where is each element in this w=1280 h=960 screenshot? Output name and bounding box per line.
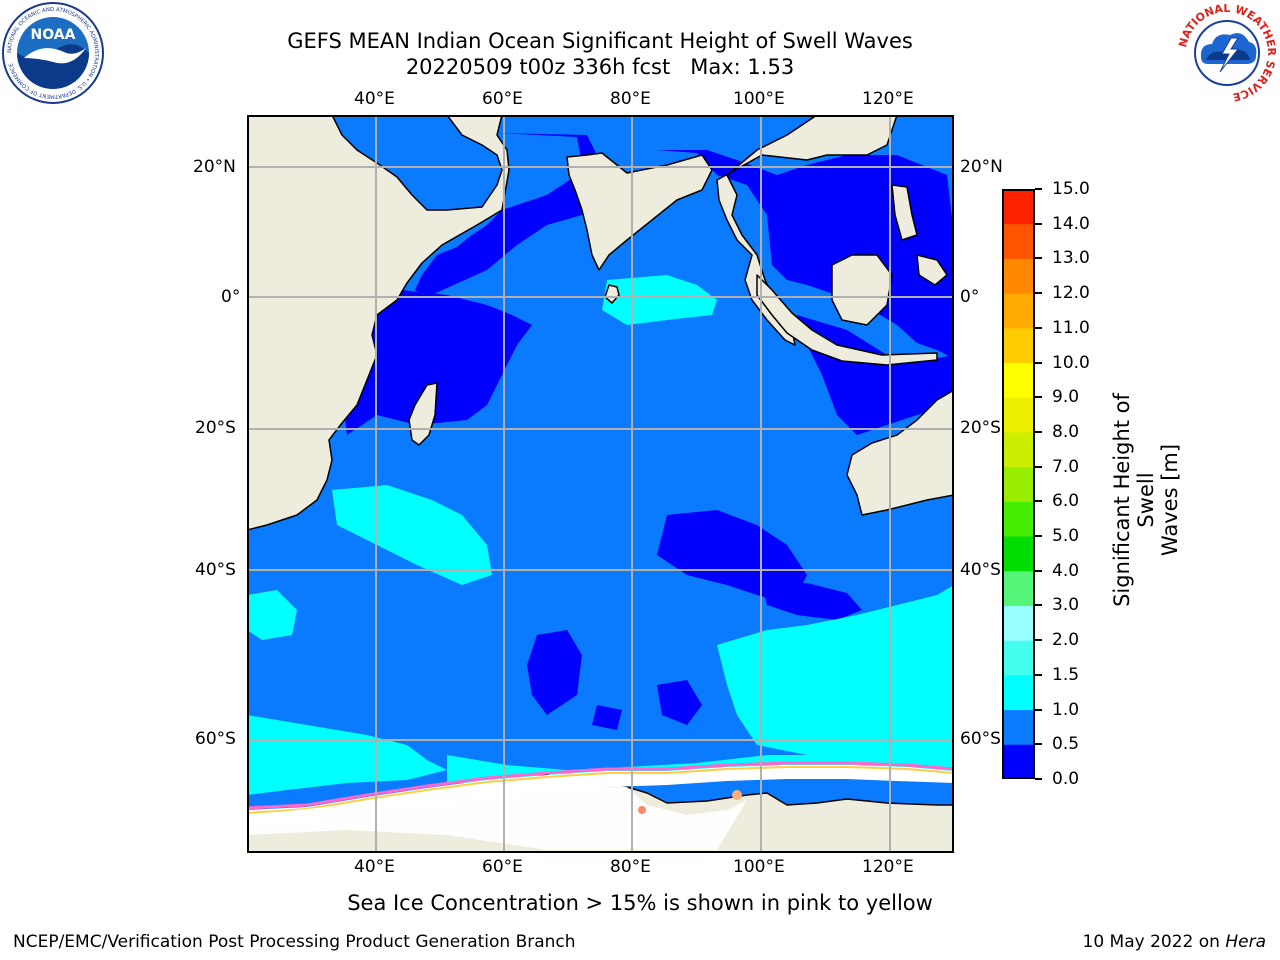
colorbar-segment	[1002, 258, 1035, 294]
footer-branch: NCEP/EMC/Verification Post Processing Pr…	[13, 932, 576, 952]
colorbar-tick-mark	[1035, 535, 1042, 538]
colorbar-segment	[1002, 605, 1035, 641]
footer-machine: Hera	[1225, 932, 1266, 952]
colorbar-tick-mark	[1035, 673, 1042, 676]
colorbar-label: Significant Height of Swell Waves [m]	[1110, 375, 1182, 625]
colorbar-tick-label: 9.0	[1052, 387, 1080, 408]
colorbar-segment	[1002, 501, 1035, 537]
colorbar-segment	[1002, 431, 1035, 468]
colorbar-segment	[1002, 362, 1035, 398]
lat-label-left-20s: 20°S	[195, 418, 236, 438]
colorbar-segment	[1002, 640, 1035, 676]
forecast-run: 20220509 t00z 336h fcst	[405, 55, 671, 79]
colorbar-tick-label: 2.0	[1052, 630, 1080, 651]
colorbar-tick-mark	[1035, 396, 1042, 399]
colorbar-tick-mark	[1035, 500, 1042, 503]
sea-ice-band	[247, 761, 954, 850]
swell-height-map	[247, 115, 954, 853]
lon-label-top-40e: 40°E	[354, 89, 395, 109]
colorbar-segment	[1002, 223, 1035, 259]
map-grid	[247, 115, 954, 853]
colorbar-segment	[1002, 674, 1035, 711]
lon-label-bottom-100e: 100°E	[733, 857, 785, 877]
footer-date: 10 May 2022 on Hera	[1083, 932, 1267, 952]
colorbar-segment	[1002, 397, 1035, 433]
colorbar-segment	[1002, 327, 1035, 364]
colorbar-tick-mark	[1035, 604, 1042, 607]
lat-label-right-0: 0°	[960, 287, 980, 307]
lat-label-right-20n: 20°N	[960, 157, 1003, 177]
lat-label-left-0: 0°	[221, 287, 241, 307]
colorbar-label-line2: Waves [m]	[1158, 443, 1182, 557]
colorbar-tick-mark	[1035, 188, 1042, 190]
lon-label-top-60e: 60°E	[482, 89, 523, 109]
colorbar-tick-mark	[1035, 257, 1042, 260]
colorbar-segment	[1002, 709, 1035, 745]
colorbar-segment	[1002, 570, 1035, 606]
colorbar-tick-mark	[1035, 569, 1042, 572]
colorbar-segment	[1002, 293, 1035, 329]
lon-label-top-120e: 120°E	[862, 89, 914, 109]
lon-label-bottom-120e: 120°E	[862, 857, 914, 877]
colorbar-tick-label: 1.0	[1052, 699, 1080, 720]
colorbar-segment	[1002, 189, 1035, 225]
colorbar-segment	[1002, 744, 1035, 779]
lat-label-right-40s: 40°S	[960, 560, 1001, 580]
colorbar-tick-label: 12.0	[1052, 283, 1090, 304]
lon-label-top-100e: 100°E	[733, 89, 785, 109]
nws-logo: NATIONAL WEATHER SERVICE	[1176, 2, 1278, 104]
sea-ice-note: Sea Ice Concentration > 15% is shown in …	[347, 891, 933, 915]
chart-title-line1: GEFS MEAN Indian Ocean Significant Heigh…	[287, 29, 913, 53]
lon-label-bottom-80e: 80°E	[610, 857, 651, 877]
colorbar-frame	[1002, 189, 1035, 779]
colorbar-tick-mark	[1035, 222, 1042, 225]
colorbar-tick-label: 3.0	[1052, 595, 1080, 616]
colorbar-tick-mark	[1035, 743, 1042, 746]
colorbar	[1002, 189, 1035, 779]
colorbar-tick-mark	[1035, 361, 1042, 364]
lat-label-right-20s: 20°S	[960, 418, 1001, 438]
colorbar-tick-label: 0.5	[1052, 734, 1080, 755]
colorbar-tick-label: 1.5	[1052, 664, 1080, 685]
lon-label-bottom-40e: 40°E	[354, 857, 395, 877]
colorbar-tick-label: 10.0	[1052, 352, 1090, 373]
lat-label-left-40s: 40°S	[195, 560, 236, 580]
noaa-logo: NOAA NATIONAL OCEANIC AND ATMOSPHERIC AD…	[2, 2, 104, 104]
footer-date-text: 10 May 2022 on	[1082, 932, 1220, 952]
colorbar-tick-label: 0.0	[1052, 769, 1080, 789]
colorbar-tick-mark	[1035, 708, 1042, 711]
colorbar-tick-mark	[1035, 465, 1042, 468]
colorbar-tick-mark	[1035, 430, 1042, 433]
lat-label-left-60s: 60°S	[195, 729, 236, 749]
chart-title-line2: 20220509 t00z 336h fcst Max: 1.53	[0, 54, 1200, 80]
colorbar-tick-mark	[1035, 778, 1042, 780]
colorbar-tick-label: 8.0	[1052, 421, 1080, 442]
lat-label-right-60s: 60°S	[960, 729, 1001, 749]
colorbar-tick-label: 14.0	[1052, 213, 1090, 234]
colorbar-tick-label: 5.0	[1052, 526, 1080, 547]
max-value: Max: 1.53	[690, 55, 795, 79]
map-frame	[247, 115, 954, 853]
colorbar-tick-label: 15.0	[1052, 179, 1090, 199]
colorbar-tick-label: 11.0	[1052, 317, 1090, 338]
colorbar-tick-label: 4.0	[1052, 560, 1080, 581]
colorbar-tick-mark	[1035, 326, 1042, 329]
colorbar-tick-mark	[1035, 292, 1042, 295]
colorbar-segment	[1002, 466, 1035, 502]
lon-label-bottom-60e: 60°E	[482, 857, 523, 877]
colorbar-segment	[1002, 536, 1035, 572]
colorbar-tick-label: 6.0	[1052, 491, 1080, 512]
colorbar-label-line1: Significant Height of Swell	[1110, 393, 1158, 607]
colorbar-tick-label: 13.0	[1052, 248, 1090, 269]
lon-label-top-80e: 80°E	[610, 89, 651, 109]
lat-label-left-20n: 20°N	[193, 157, 236, 177]
colorbar-tick-label: 7.0	[1052, 456, 1080, 477]
colorbar-tick-mark	[1035, 639, 1042, 642]
noaa-logo-text: NOAA	[31, 27, 76, 43]
